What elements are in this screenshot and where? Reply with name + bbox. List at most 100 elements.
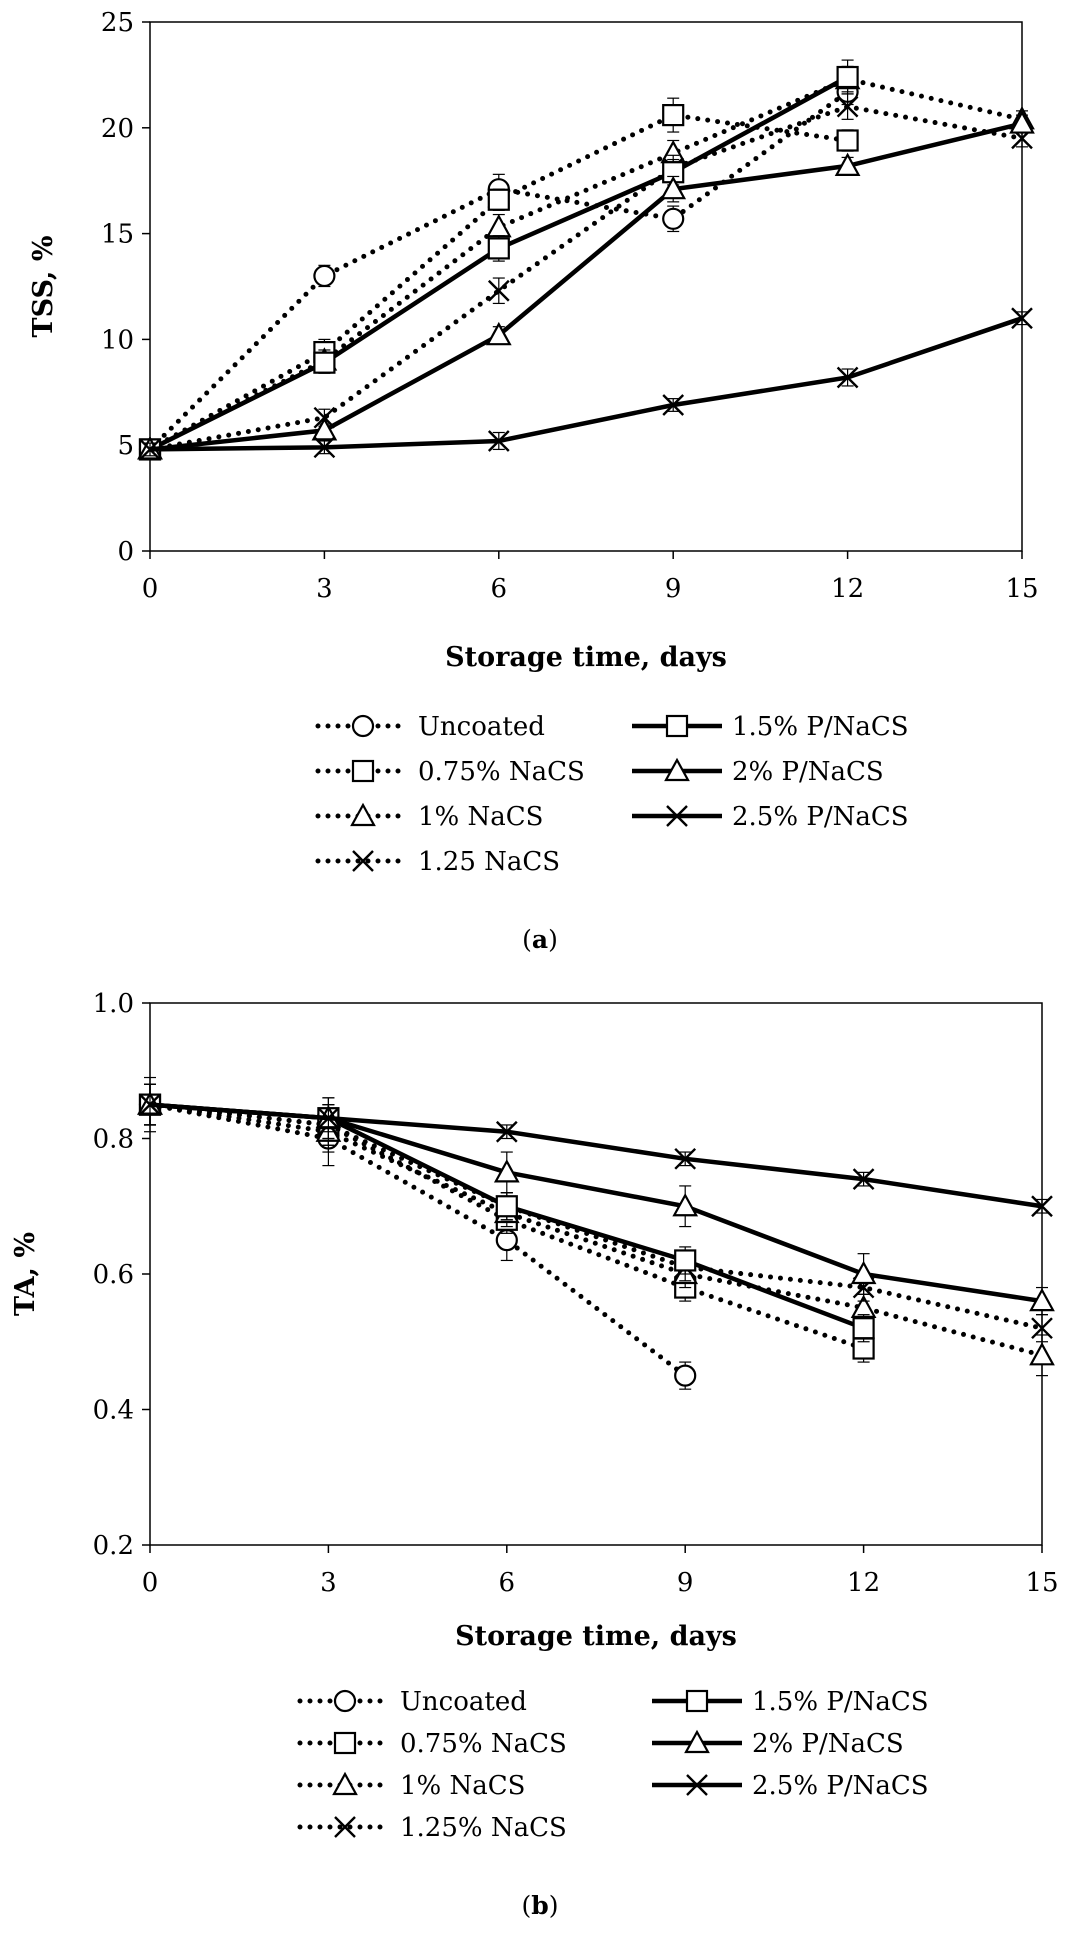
data-point-triangle: [1029, 1287, 1055, 1312]
chart-panel-a: 0 5 10 15 20 25 0 3 6 9 12 15 Storage time, days TSS,…: [28, 8, 1039, 954]
legend-marker-x: [666, 805, 688, 827]
legend-item: Uncoated: [297, 1687, 527, 1717]
legend-item: Uncoated: [315, 712, 545, 742]
legend-label: 1.25 NaCS: [418, 847, 560, 877]
legend-item: 0.75% NaCS: [315, 757, 585, 787]
data-point-square: [487, 237, 510, 260]
y-tick-label: 15: [101, 220, 134, 250]
legend-marker-triangle: [684, 1729, 710, 1754]
data-point-x: [836, 95, 859, 118]
x-tick-label: 12: [831, 574, 864, 604]
x-tick-label: 9: [677, 1568, 694, 1598]
legend-marker-square: [333, 1731, 357, 1755]
legend-label: 1.5% P/NaCS: [752, 1687, 929, 1717]
chart-panel-b: 0.2 0.4 0.6 0.8 1.0 0 3 6 9 12 15 Storage time, day…: [10, 989, 1059, 1920]
panel-caption: (b): [521, 1891, 558, 1920]
data-point-square: [662, 104, 685, 127]
series-line: [149, 121, 1023, 452]
series-line: [149, 1102, 1043, 1209]
y-tick-label: 25: [101, 8, 134, 38]
data-point-circle: [674, 1364, 697, 1387]
legend: Uncoated 0.75% NaCS 1% NaCS 1.25 NaCS 1.5% P…: [315, 712, 909, 877]
legend-item: 1.5% P/NaCS: [652, 1687, 929, 1717]
legend: Uncoated 0.75% NaCS 1% NaCS 1.25% NaCS 1.5% …: [297, 1687, 929, 1843]
legend-marker-square: [351, 759, 375, 783]
series-2-5-p-nacs: [139, 307, 1033, 461]
plot-area: [149, 1002, 1043, 1546]
x-tick-label: 15: [1005, 574, 1038, 604]
legend-label: 2% P/NaCS: [752, 1729, 904, 1759]
y-tick-label: 1.0: [93, 989, 134, 1019]
y-axis-title: TSS, %: [28, 236, 59, 338]
x-tick-label: 3: [316, 574, 333, 604]
series-line: [147, 76, 1025, 452]
legend-label: Uncoated: [418, 712, 545, 742]
plot-area: [149, 21, 1023, 552]
legend-marker-square: [665, 714, 689, 738]
data-point-square: [836, 129, 859, 152]
legend-item: 2% P/NaCS: [652, 1729, 904, 1759]
series-line: [149, 316, 1023, 452]
y-tick-label: 0.4: [93, 1396, 134, 1426]
data-point-x: [317, 1107, 340, 1130]
series-line: [147, 1102, 688, 1379]
data-point-x: [1031, 1195, 1053, 1218]
series-line: [147, 104, 1025, 452]
x-axis-title: Storage time, days: [455, 1621, 737, 1652]
legend-marker-x: [352, 850, 374, 872]
data-point-x: [1011, 307, 1033, 330]
data-point-triangle: [1029, 1342, 1055, 1366]
data-point-square: [836, 65, 859, 89]
series-2-p-nacs: [137, 110, 1035, 460]
data-point-circle: [662, 207, 685, 230]
data-point-triangle: [672, 1192, 699, 1217]
legend-marker-square: [685, 1689, 709, 1713]
data-point-x: [487, 430, 510, 452]
legend-marker-circle: [351, 714, 375, 738]
legend-label: 2% P/NaCS: [732, 757, 884, 787]
data-point-square: [495, 1195, 518, 1218]
data-point-circle: [313, 264, 336, 288]
legend-label: 0.75% NaCS: [418, 757, 585, 787]
x-tick-label: 6: [491, 574, 508, 604]
x-tick-label: 0: [142, 1568, 159, 1598]
data-point-square: [313, 351, 336, 374]
legend-item: 1% NaCS: [297, 1771, 525, 1801]
series-line: [147, 1102, 1045, 1358]
data-point-x: [674, 1147, 697, 1170]
y-tick-label: 0.2: [93, 1531, 134, 1561]
data-point-triangle: [1009, 110, 1035, 134]
y-axis-title: TA, %: [10, 1232, 41, 1316]
data-point-x: [852, 1168, 875, 1190]
legend-label: 1% NaCS: [400, 1771, 525, 1801]
y-tick-label: 0.6: [93, 1260, 134, 1290]
legend-marker-x: [686, 1774, 708, 1796]
data-point-x: [313, 436, 336, 459]
panel-caption: (a): [522, 925, 558, 954]
series-1-25-nacs: [139, 93, 1033, 461]
x-tick-label: 6: [499, 1568, 516, 1598]
data-point-triangle: [850, 1260, 877, 1285]
data-point-x: [1031, 1317, 1053, 1340]
data-point-triangle: [485, 321, 512, 346]
x-tick-label: 12: [847, 1568, 880, 1598]
data-point-square: [674, 1249, 697, 1272]
data-point-x: [139, 1093, 161, 1116]
legend-marker-circle: [333, 1689, 357, 1713]
data-point-triangle: [493, 1159, 520, 1183]
x-tick-label: 9: [665, 574, 682, 604]
series-line: [149, 1102, 1043, 1304]
y-tick-label: 5: [117, 431, 134, 461]
legend-label: 1.25% NaCS: [400, 1813, 567, 1843]
legend-item: 1.5% P/NaCS: [632, 712, 909, 742]
legend-label: 2.5% P/NaCS: [752, 1771, 929, 1801]
x-axis-title: Storage time, days: [445, 642, 727, 673]
legend-item: 1.25 NaCS: [315, 847, 560, 877]
data-point-x: [662, 394, 685, 416]
legend-item: 2.5% P/NaCS: [652, 1771, 929, 1801]
series-2-5-p-nacs: [139, 1083, 1053, 1218]
legend-label: 1.5% P/NaCS: [732, 712, 909, 742]
legend-item: 2% P/NaCS: [632, 757, 884, 787]
legend-label: 2.5% P/NaCS: [732, 802, 909, 832]
